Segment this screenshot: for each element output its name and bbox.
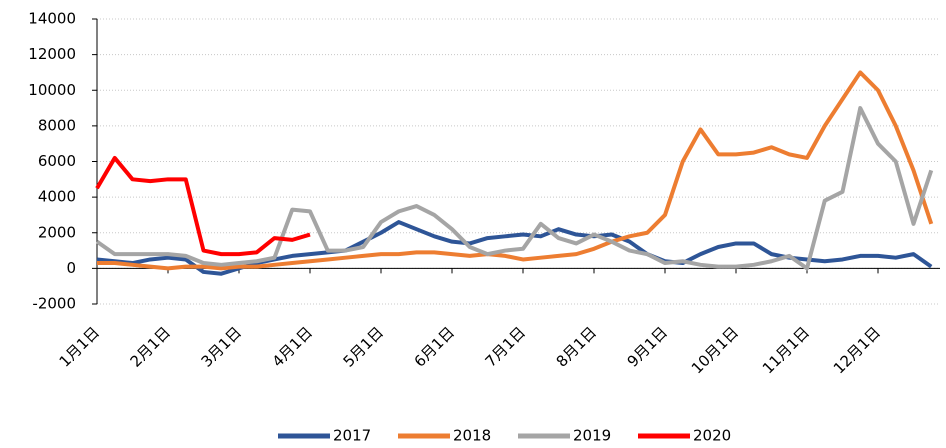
x-tick-label: 10月1日 bbox=[688, 323, 742, 377]
legend-label: 2018 bbox=[453, 427, 491, 445]
series-line bbox=[95, 155, 311, 257]
legend-label: 2017 bbox=[333, 427, 371, 445]
x-tick-label: 2月1日 bbox=[127, 323, 174, 370]
series-line bbox=[95, 106, 934, 271]
y-tick-label: -2000 bbox=[32, 295, 76, 313]
y-tick-label: 14000 bbox=[28, 10, 76, 28]
x-tick-label: 7月1日 bbox=[482, 323, 529, 370]
x-tick-label: 6月1日 bbox=[411, 323, 458, 370]
y-tick-label: 4000 bbox=[38, 188, 76, 206]
y-tick-label: 2000 bbox=[38, 223, 76, 241]
x-tick-label: 12月1日 bbox=[830, 323, 884, 377]
y-tick-label: 0 bbox=[66, 259, 76, 277]
legend-label: 2019 bbox=[573, 427, 611, 445]
y-tick-label: 12000 bbox=[28, 45, 76, 63]
series-line bbox=[97, 70, 934, 271]
y-tick-label: 10000 bbox=[28, 81, 76, 99]
x-tick-label: 4月1日 bbox=[269, 323, 316, 370]
x-tick-label: 3月1日 bbox=[198, 323, 245, 370]
y-tick-label: 6000 bbox=[38, 152, 76, 170]
x-tick-label: 5月1日 bbox=[340, 323, 387, 370]
x-tick-label: 9月1日 bbox=[624, 323, 671, 370]
legend-label: 2020 bbox=[693, 427, 731, 445]
x-tick-label: 11月1日 bbox=[759, 323, 813, 377]
x-tick-label: 1月1日 bbox=[56, 323, 103, 370]
y-tick-label: 8000 bbox=[38, 116, 76, 134]
x-tick-label: 8月1日 bbox=[553, 323, 600, 370]
